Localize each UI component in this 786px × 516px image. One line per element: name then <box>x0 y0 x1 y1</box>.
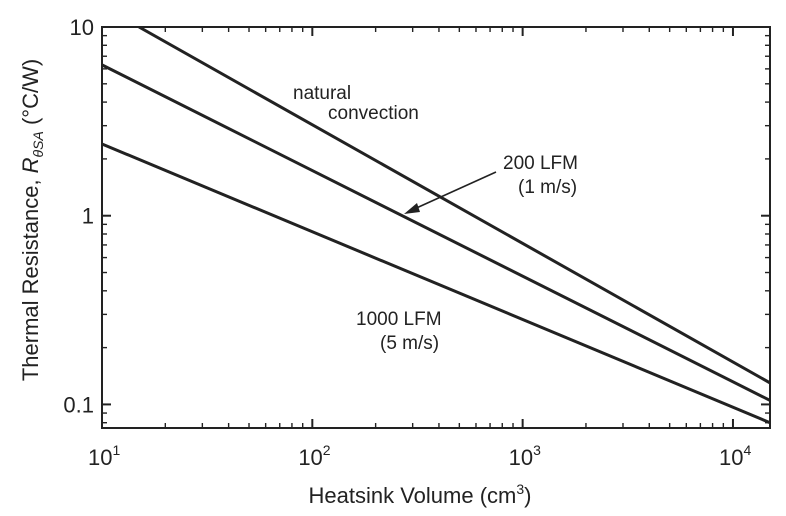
x-tick-label-1: 102 <box>298 442 330 470</box>
label-200lfm-line2: (1 m/s) <box>518 177 577 198</box>
label-1000lfm-line1: 1000 LFM <box>356 309 442 330</box>
x-tick-label-2: 103 <box>509 442 541 470</box>
y-axis-title-sub: θSA <box>30 131 46 157</box>
x-tick-label-0: 101 <box>88 442 120 470</box>
x-tick-base-1: 10 <box>298 445 322 470</box>
x-tick-exp-0: 1 <box>112 442 120 458</box>
series-lines <box>102 27 770 425</box>
annotation-arrowhead-200lfm <box>404 203 420 214</box>
x-axis-title-main: Heatsink Volume (cm <box>309 483 517 508</box>
x-axis-title-end: ) <box>524 483 531 508</box>
y-tick-label-2: 0.1 <box>63 392 94 417</box>
label-1000lfm-line2: (5 m/s) <box>380 333 439 354</box>
series-line-1 <box>102 63 770 402</box>
x-tick-base-2: 10 <box>509 445 533 470</box>
plot-frame <box>101 26 771 429</box>
y-axis-title-unit: (°C/W) <box>18 59 43 131</box>
label-200lfm-line1: 200 LFM <box>503 153 578 174</box>
x-axis-title: Heatsink Volume (cm3) <box>309 481 532 508</box>
x-tick-base-3: 10 <box>719 445 743 470</box>
x-tick-exp-2: 3 <box>533 442 541 458</box>
y-axis-title: Thermal Resistance, RθSA (°C/W) <box>18 59 46 381</box>
x-tick-exp-3: 4 <box>743 442 751 458</box>
x-axis-title-sup: 3 <box>516 481 524 497</box>
y-tick-label-0: 10 <box>70 15 94 40</box>
x-tick-exp-1: 2 <box>323 442 331 458</box>
series-line-2 <box>102 142 770 425</box>
series-line-0 <box>138 27 770 385</box>
major-ticks <box>101 26 770 428</box>
minor-ticks <box>102 27 770 428</box>
y-tick-label-1: 1 <box>82 204 94 229</box>
annotation-arrow-200lfm <box>411 171 497 211</box>
label-natural-convection-line2: convection <box>328 103 419 124</box>
y-axis-title-symbol: R <box>18 157 43 173</box>
x-tick-base-0: 10 <box>88 445 112 470</box>
label-natural-convection-line1: natural <box>293 83 351 104</box>
x-tick-label-3: 104 <box>719 442 751 470</box>
y-axis-title-main: Thermal Resistance, <box>18 173 43 381</box>
